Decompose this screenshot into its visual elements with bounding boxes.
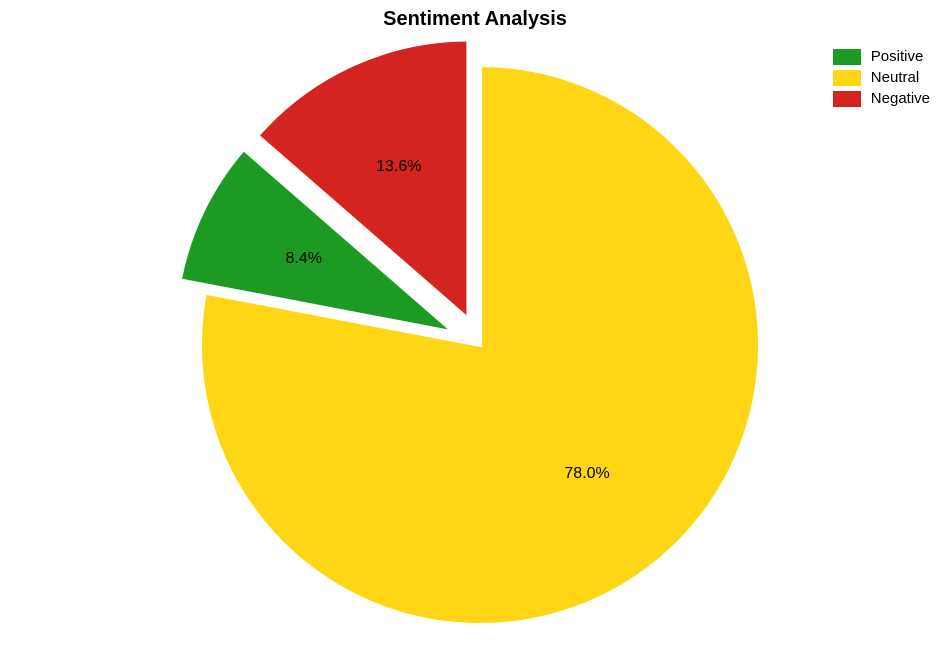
sentiment-pie-chart: Sentiment Analysis Positive Neutral Nega… (0, 0, 950, 662)
pie-area: 78.0% 8.4% 13.6% (0, 0, 950, 662)
pie-label-neutral: 78.0% (564, 465, 609, 483)
pie-svg (0, 0, 950, 662)
pie-label-positive: 8.4% (285, 250, 321, 268)
pie-label-negative: 13.6% (376, 158, 421, 176)
